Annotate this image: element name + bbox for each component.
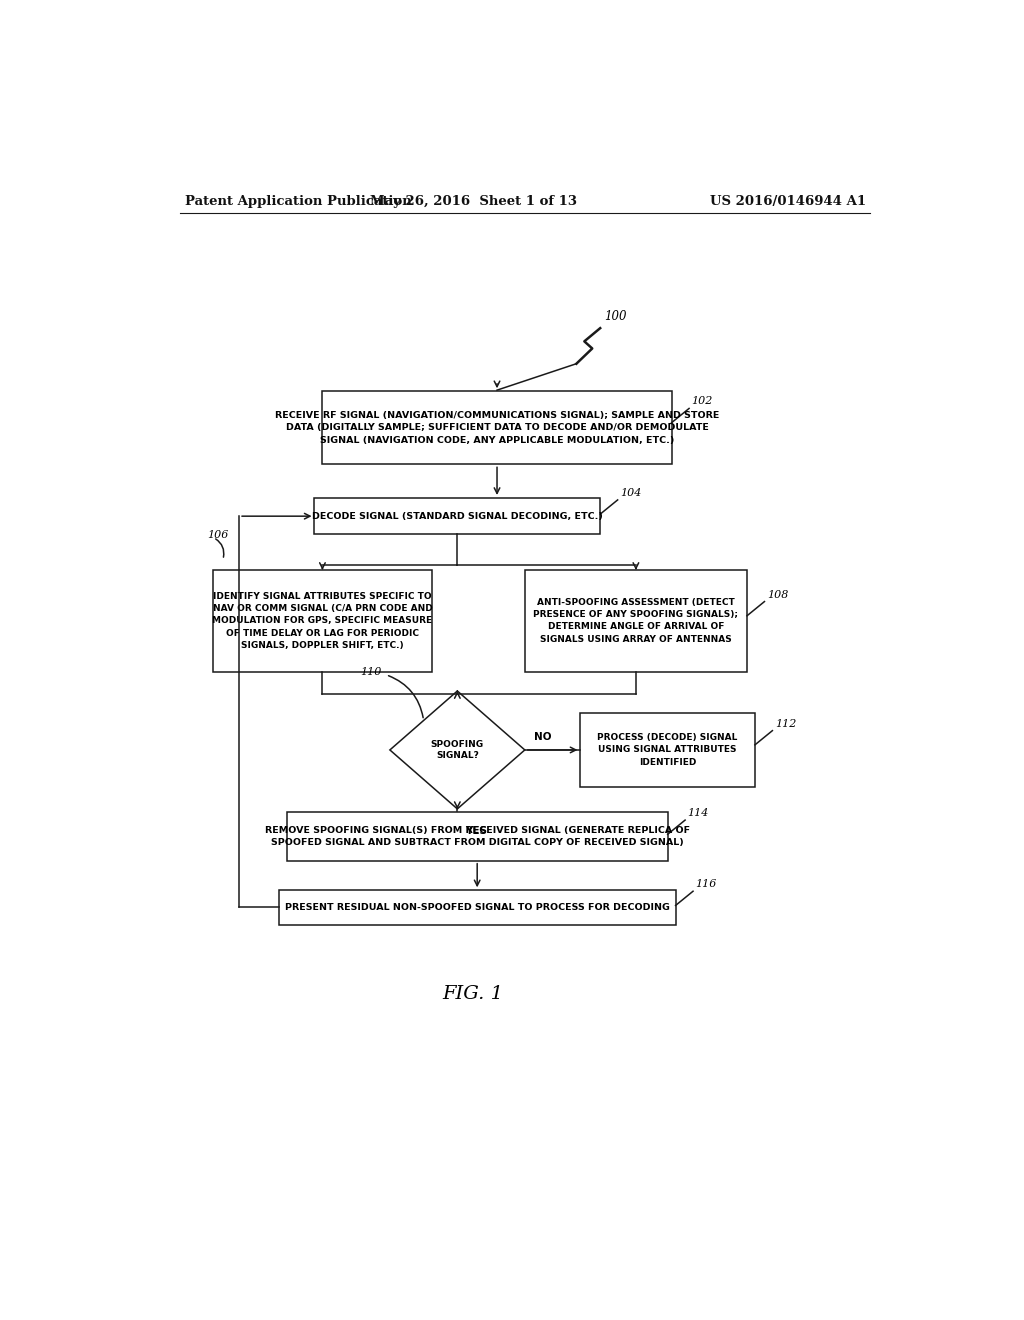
Polygon shape <box>390 690 524 809</box>
FancyBboxPatch shape <box>323 391 672 465</box>
Text: 112: 112 <box>775 718 796 729</box>
FancyBboxPatch shape <box>581 713 755 787</box>
Text: PROCESS (DECODE) SIGNAL
USING SIGNAL ATTRIBUTES
IDENTIFIED: PROCESS (DECODE) SIGNAL USING SIGNAL ATT… <box>597 734 738 767</box>
Text: SPOOFING
SIGNAL?: SPOOFING SIGNAL? <box>431 739 484 760</box>
Text: REMOVE SPOOFING SIGNAL(S) FROM RECEIVED SIGNAL (GENERATE REPLICA OF
SPOOFED SIGN: REMOVE SPOOFING SIGNAL(S) FROM RECEIVED … <box>264 825 690 847</box>
Text: 108: 108 <box>767 590 788 599</box>
FancyBboxPatch shape <box>314 498 600 535</box>
Text: RECEIVE RF SIGNAL (NAVIGATION/COMMUNICATIONS SIGNAL); SAMPLE AND STORE
DATA (DIG: RECEIVE RF SIGNAL (NAVIGATION/COMMUNICAT… <box>274 411 719 445</box>
Text: NO: NO <box>535 731 552 742</box>
Text: DECODE SIGNAL (STANDARD SIGNAL DECODING, ETC.): DECODE SIGNAL (STANDARD SIGNAL DECODING,… <box>312 512 603 520</box>
FancyBboxPatch shape <box>524 570 748 672</box>
Text: PRESENT RESIDUAL NON-SPOOFED SIGNAL TO PROCESS FOR DECODING: PRESENT RESIDUAL NON-SPOOFED SIGNAL TO P… <box>285 903 670 912</box>
Text: ANTI-SPOOFING ASSESSMENT (DETECT
PRESENCE OF ANY SPOOFING SIGNALS);
DETERMINE AN: ANTI-SPOOFING ASSESSMENT (DETECT PRESENC… <box>534 598 738 644</box>
FancyBboxPatch shape <box>287 812 668 861</box>
Text: May 26, 2016  Sheet 1 of 13: May 26, 2016 Sheet 1 of 13 <box>370 194 577 207</box>
Text: US 2016/0146944 A1: US 2016/0146944 A1 <box>710 194 866 207</box>
Text: 116: 116 <box>695 879 717 890</box>
Text: 114: 114 <box>687 808 709 818</box>
Text: 110: 110 <box>360 667 382 677</box>
Text: FIG. 1: FIG. 1 <box>442 985 504 1003</box>
Text: 104: 104 <box>620 488 641 498</box>
Text: YES: YES <box>465 826 487 837</box>
Text: IDENTIFY SIGNAL ATTRIBUTES SPECIFIC TO
NAV OR COMM SIGNAL (C/A PRN CODE AND
MODU: IDENTIFY SIGNAL ATTRIBUTES SPECIFIC TO N… <box>212 593 432 649</box>
Text: Patent Application Publication: Patent Application Publication <box>185 194 412 207</box>
Text: 106: 106 <box>207 529 228 540</box>
FancyBboxPatch shape <box>213 570 431 672</box>
Text: 100: 100 <box>604 310 627 323</box>
Text: 102: 102 <box>691 396 713 407</box>
FancyBboxPatch shape <box>279 890 676 925</box>
